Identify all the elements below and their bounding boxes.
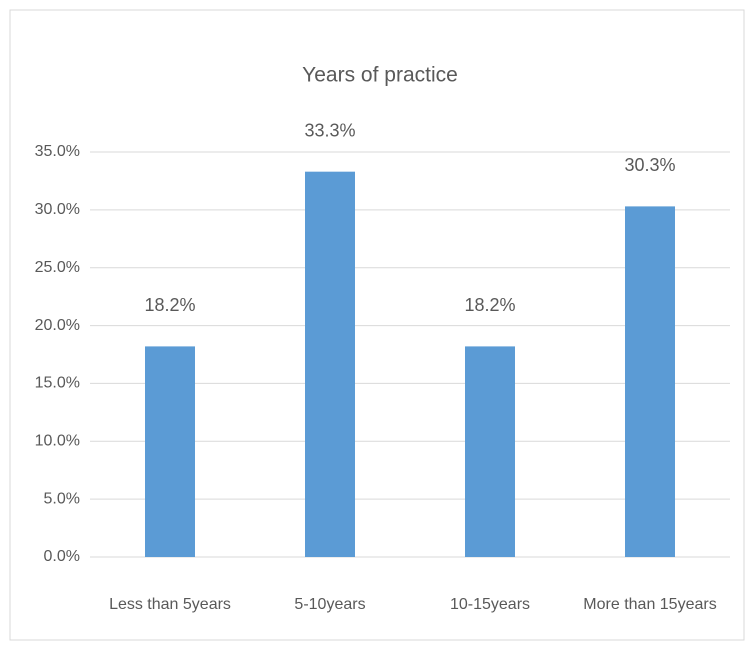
x-tick-label: 5-10years [294,596,365,613]
y-tick-label: 25.0% [35,259,80,276]
y-tick-label: 15.0% [35,375,80,392]
y-tick-label: 5.0% [44,490,80,507]
y-tick-label: 20.0% [35,317,80,334]
x-tick-label: 10-15years [450,596,530,613]
chart-title: Years of practice [302,64,458,87]
x-tick-label: Less than 5years [109,596,231,613]
y-tick-label: 0.0% [44,548,80,565]
data-label: 18.2% [464,295,515,315]
y-tick-label: 30.0% [35,201,80,218]
bar [145,346,195,557]
bar [465,346,515,557]
bar [625,206,675,557]
chart-frame [9,9,745,641]
x-tick-label: More than 15years [583,596,716,613]
data-label: 18.2% [144,295,195,315]
bar [305,171,355,557]
data-label: 30.3% [624,155,675,175]
y-tick-label: 10.0% [35,433,80,450]
data-label: 33.3% [304,120,355,140]
y-tick-label: 35.0% [35,143,80,160]
